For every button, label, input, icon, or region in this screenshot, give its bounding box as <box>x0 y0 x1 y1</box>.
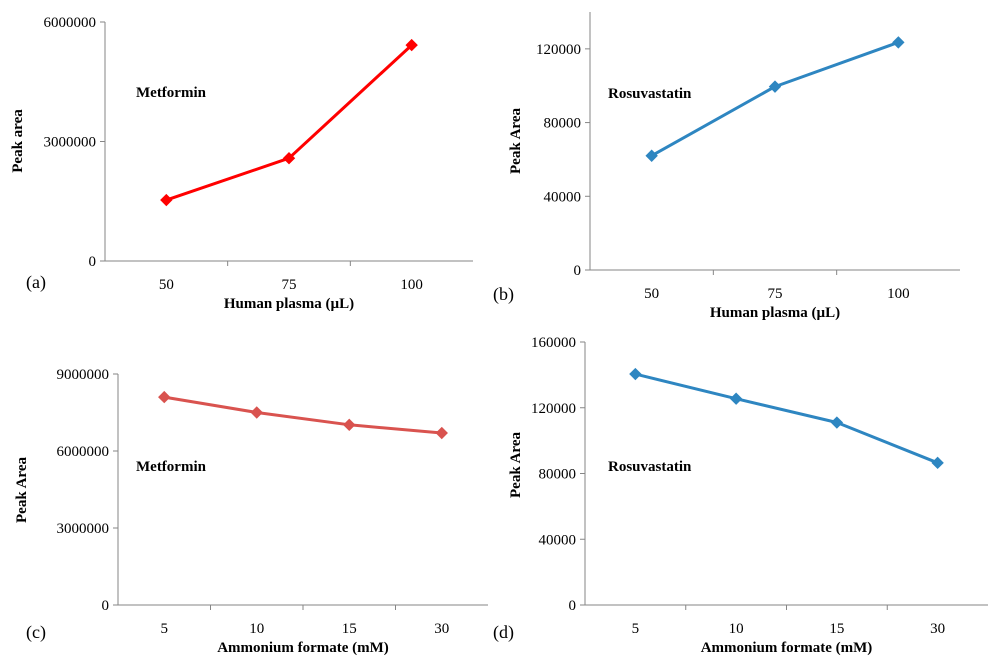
y-tick-label: 120000 <box>531 401 576 417</box>
data-point-marker <box>892 36 905 49</box>
x-tick-label: 30 <box>930 621 945 637</box>
data-point-marker <box>768 80 782 93</box>
y-tick-label: 6000000 <box>57 444 110 460</box>
x-tick-label: 75 <box>768 286 783 302</box>
data-point-marker <box>931 456 944 470</box>
x-tick-label: 5 <box>632 621 640 637</box>
y-tick-label: 40000 <box>539 532 577 548</box>
y-tick-label: 0 <box>102 598 110 614</box>
x-axis-title: Ammonium formate (mM) <box>701 640 873 656</box>
series-annotation: Rosuvastatin <box>608 86 692 102</box>
y-axis-title: Peak area <box>10 109 26 173</box>
panel-label: (d) <box>493 622 514 643</box>
y-tick-label: 80000 <box>539 467 577 483</box>
series-line <box>164 395 442 435</box>
series-annotation: Metformin <box>136 459 207 475</box>
data-point-marker <box>158 390 171 404</box>
x-axis-title: Human plasma (µL) <box>710 305 840 321</box>
series-annotation: Metformin <box>136 85 207 101</box>
x-tick-label: 10 <box>729 621 744 637</box>
data-point-marker <box>830 416 844 429</box>
x-axis-title: Ammonium formate (mM) <box>217 640 389 656</box>
x-tick-label: 5 <box>161 621 169 637</box>
data-point-marker <box>629 367 642 381</box>
x-tick-label: 15 <box>829 621 844 637</box>
y-tick-label: 9000000 <box>57 367 110 383</box>
y-tick-label: 40000 <box>544 189 582 205</box>
series-line <box>635 372 939 465</box>
y-tick-label: 3000000 <box>57 521 110 537</box>
data-point-marker <box>343 418 356 432</box>
x-tick-label: 30 <box>434 621 449 637</box>
y-tick-label: 6000000 <box>44 15 97 31</box>
data-point-marker <box>405 38 418 52</box>
series-line <box>165 43 413 202</box>
x-axis-title: Human plasma (µL) <box>224 296 354 312</box>
data-point-marker <box>435 426 448 440</box>
data-point-marker <box>160 193 173 207</box>
y-tick-label: 120000 <box>536 42 581 58</box>
x-tick-label: 100 <box>400 277 423 293</box>
y-tick-label: 3000000 <box>44 135 97 151</box>
x-tick-label: 50 <box>159 277 174 293</box>
panel-label: (b) <box>493 284 514 305</box>
y-tick-label: 160000 <box>531 335 576 351</box>
x-tick-label: 100 <box>887 286 910 302</box>
data-point-marker <box>729 392 743 405</box>
series-annotation: Rosuvastatin <box>608 459 692 475</box>
x-tick-label: 15 <box>342 621 357 637</box>
x-tick-label: 50 <box>644 286 659 302</box>
y-tick-label: 0 <box>89 254 97 270</box>
y-tick-label: 0 <box>569 598 577 614</box>
data-point-marker <box>645 149 658 162</box>
y-tick-label: 80000 <box>544 116 582 132</box>
data-point-marker <box>250 406 263 419</box>
data-point-marker <box>282 152 296 165</box>
y-axis-title: Peak Area <box>508 108 524 174</box>
y-axis-title: Peak Area <box>508 432 524 498</box>
panel-label: (c) <box>26 622 46 643</box>
x-tick-label: 10 <box>249 621 264 637</box>
y-axis-title: Peak Area <box>14 457 30 523</box>
y-tick-label: 0 <box>574 263 582 279</box>
x-tick-label: 75 <box>282 277 297 293</box>
panel-label: (a) <box>26 272 46 293</box>
